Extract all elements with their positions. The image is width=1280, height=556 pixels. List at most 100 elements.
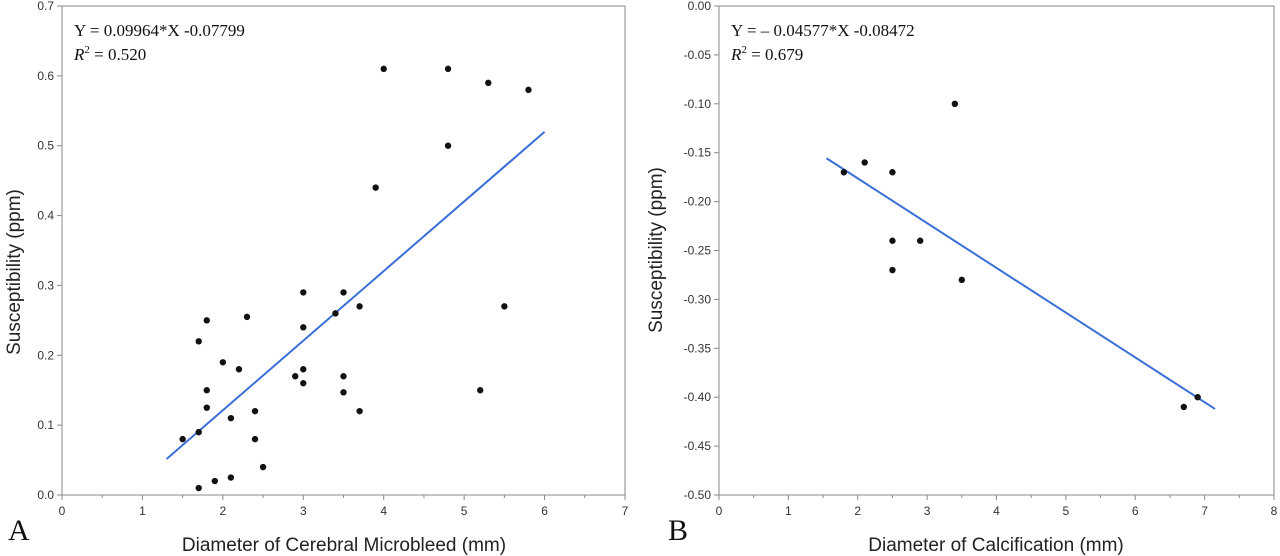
r-squared-label: R2 = 0.679 xyxy=(730,44,803,64)
x-tick-label: 6 xyxy=(541,504,548,518)
r-squared-value: = 0.679 xyxy=(747,45,803,64)
data-point xyxy=(251,407,259,415)
data-point xyxy=(340,373,347,380)
y-tick-label: 0.00 xyxy=(688,0,712,13)
regression-equation: Y = – 0.04577*X -0.08472 xyxy=(731,21,915,40)
data-point xyxy=(203,404,210,411)
data-point xyxy=(444,65,452,73)
x-tick-label: 2 xyxy=(220,504,227,518)
data-point xyxy=(356,303,363,310)
y-tick-label: -0.45 xyxy=(684,439,712,453)
data-point xyxy=(195,484,202,492)
data-points-group xyxy=(179,65,532,492)
regression-fit-line xyxy=(165,131,546,460)
data-point xyxy=(292,373,299,380)
data-point xyxy=(861,159,868,166)
x-axis-label: Diameter of Cerebral Microbleed (mm) xyxy=(182,535,506,556)
data-point xyxy=(195,338,202,345)
data-point xyxy=(372,184,379,191)
y-tick-label: 0.3 xyxy=(37,278,54,292)
x-tick-label: 8 xyxy=(1271,504,1278,518)
r-squared-exponent: 2 xyxy=(84,44,90,56)
data-point xyxy=(1180,403,1188,411)
x-tick-label: 0 xyxy=(59,504,66,518)
chart-panel-a: 0 1 2 3 4 5 6 7 0.0 0.1 0.2 0.3 0.4 0.5 0.6 0.7 Y = 0.0… xyxy=(4,0,629,556)
r-symbol: R xyxy=(73,45,85,64)
y-tick-label: -0.15 xyxy=(684,146,712,160)
data-point xyxy=(300,324,307,331)
data-point xyxy=(356,407,363,415)
data-point xyxy=(332,310,339,317)
y-tick-label: -0.30 xyxy=(684,292,712,306)
x-tick-label: 1 xyxy=(139,504,146,518)
x-tick-label: 4 xyxy=(380,504,387,518)
y-tick-label: 0.1 xyxy=(37,418,54,432)
data-point xyxy=(840,169,848,176)
data-point xyxy=(227,414,235,422)
x-tick-label: 5 xyxy=(1063,504,1070,518)
regression-equation: Y = 0.09964*X -0.07799 xyxy=(74,21,245,40)
x-axis-label: Diameter of Calcification (mm) xyxy=(868,535,1124,556)
x-tick-label: 3 xyxy=(300,504,307,518)
x-tick-label: 6 xyxy=(1132,504,1139,518)
r-squared-exponent: 2 xyxy=(741,44,747,56)
y-tick-label: 0.6 xyxy=(37,69,54,83)
chart-panel-b: 0 1 2 3 4 5 6 7 8 0.00 -0.05 -0.10 -0.15 -0.20 -0.25 -0… xyxy=(646,0,1278,556)
y-tick-label: 0.7 xyxy=(37,0,54,13)
x-tick-label: 2 xyxy=(854,504,861,518)
y-tick-label: -0.50 xyxy=(684,488,712,502)
data-point xyxy=(300,289,307,296)
x-tick-label: 7 xyxy=(622,504,629,518)
data-point xyxy=(889,266,896,274)
data-point xyxy=(300,366,307,373)
data-point xyxy=(501,303,508,310)
data-point xyxy=(300,380,307,387)
data-point xyxy=(525,86,532,94)
x-tick-label: 3 xyxy=(924,504,931,518)
x-tick-label: 4 xyxy=(993,504,1000,518)
data-point xyxy=(889,169,896,176)
data-point xyxy=(380,65,387,73)
data-point xyxy=(203,387,210,394)
x-tick-label: 7 xyxy=(1201,504,1208,518)
data-point xyxy=(889,237,896,244)
data-point xyxy=(958,276,966,284)
panel-label-a: A xyxy=(8,514,30,547)
x-tick-label: 0 xyxy=(716,504,723,518)
y-axis-label: Susceptibility (ppm) xyxy=(646,167,667,333)
r-squared-label: R2 = 0.520 xyxy=(73,44,146,64)
data-point xyxy=(251,435,259,443)
tick-group: 0 1 2 3 4 5 6 7 0.0 0.1 0.2 0.3 0.4 0.5 0.6 0.7 xyxy=(37,0,628,518)
data-point xyxy=(485,79,492,87)
fit-line-group xyxy=(165,131,546,460)
data-point xyxy=(219,359,227,366)
data-point xyxy=(259,463,267,471)
tick-group: 0 1 2 3 4 5 6 7 8 0.00 -0.05 -0.10 -0.15 -0.20 -0.25 -0… xyxy=(684,0,1278,518)
fit-line-group xyxy=(825,157,1216,410)
r-symbol: R xyxy=(730,45,742,64)
y-axis-label: Susceptibility (ppm) xyxy=(4,189,25,355)
x-tick-label: 1 xyxy=(785,504,792,518)
data-point xyxy=(951,100,959,108)
plot-area-frame xyxy=(61,5,626,496)
y-tick-label: -0.25 xyxy=(684,244,712,258)
y-tick-label: 0.2 xyxy=(37,348,54,362)
data-point xyxy=(340,389,347,396)
r-squared-value: = 0.520 xyxy=(90,45,146,64)
data-point xyxy=(243,313,251,321)
data-point xyxy=(203,317,210,324)
y-tick-label: 0.5 xyxy=(37,139,54,153)
x-tick-label: 5 xyxy=(461,504,468,518)
y-tick-label: -0.05 xyxy=(684,48,712,62)
y-tick-label: -0.40 xyxy=(684,390,712,404)
y-tick-label: -0.35 xyxy=(684,341,712,355)
data-point xyxy=(1194,394,1201,401)
y-tick-label: 0.0 xyxy=(37,488,54,502)
y-tick-label: -0.10 xyxy=(684,97,712,111)
plot-area-frame xyxy=(718,5,1275,496)
regression-fit-line xyxy=(825,157,1216,410)
data-points-group xyxy=(840,100,1201,411)
data-point xyxy=(227,474,235,481)
data-point xyxy=(916,237,924,244)
